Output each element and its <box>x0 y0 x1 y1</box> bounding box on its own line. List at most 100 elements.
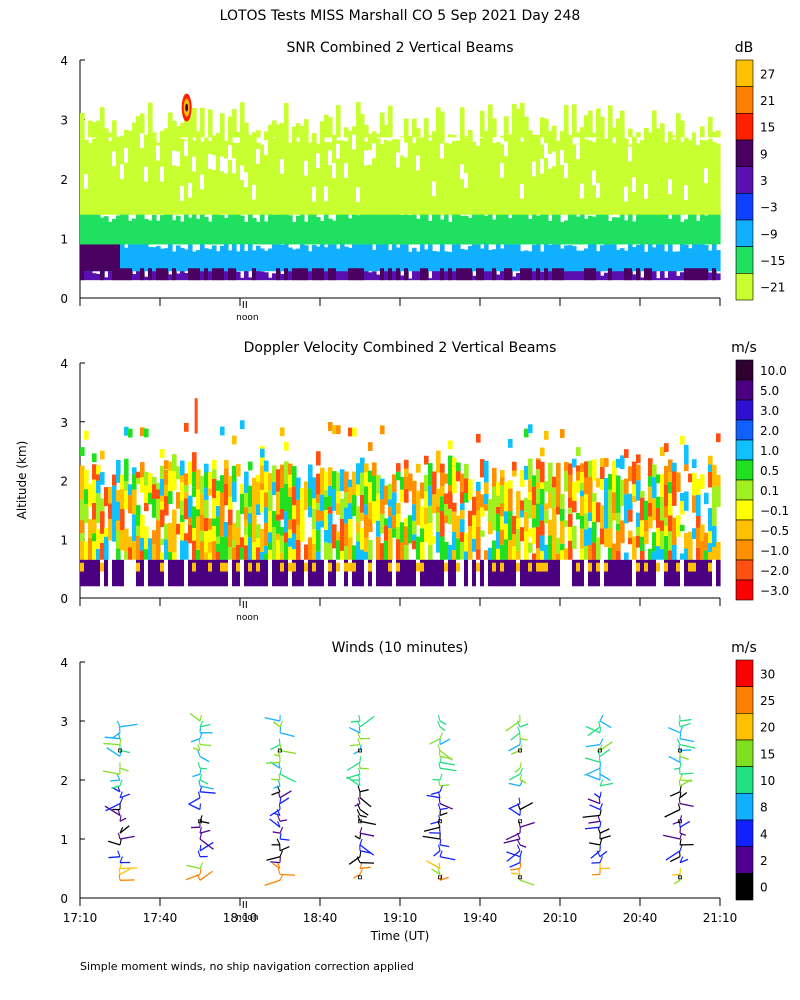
snr-cell <box>520 251 525 272</box>
doppler-cell <box>576 562 581 572</box>
doppler-cell <box>416 490 421 512</box>
snr-cell <box>468 129 473 138</box>
doppler-cell <box>372 501 377 524</box>
snr-cell <box>236 131 241 138</box>
wind-barb <box>277 815 281 822</box>
snr-cell <box>156 268 161 281</box>
snr-cell <box>280 210 285 245</box>
doppler-cell <box>140 550 145 560</box>
doppler-cell <box>520 559 525 587</box>
doppler-cell <box>244 493 249 508</box>
doppler-cell <box>616 523 621 531</box>
snr-cell <box>532 244 537 272</box>
colorbar-label: 15 <box>760 747 775 761</box>
snr-cell <box>220 268 225 281</box>
wind-barb <box>426 860 441 870</box>
wind-barb <box>357 815 361 822</box>
snr-cell <box>692 132 697 215</box>
doppler-cell <box>508 438 513 448</box>
snr-cell <box>652 210 657 245</box>
doppler-cell <box>344 492 349 508</box>
doppler-cell <box>716 559 721 587</box>
snr-cell <box>272 214 277 245</box>
wind-barb <box>679 718 692 722</box>
doppler-cell <box>152 544 157 560</box>
doppler-cell <box>168 559 173 587</box>
doppler-cell <box>356 559 361 587</box>
doppler-cell <box>488 559 493 587</box>
doppler-cell <box>108 559 113 587</box>
doppler-cell <box>212 525 217 542</box>
snr-cell <box>472 242 477 272</box>
doppler-cell <box>392 515 397 529</box>
doppler-cell <box>376 536 381 560</box>
wind-barb <box>116 720 121 728</box>
wind-barb <box>518 821 521 828</box>
snr-cell <box>100 268 105 281</box>
colorbar-swatch <box>735 86 754 114</box>
snr-cell <box>88 209 93 245</box>
wind-barb <box>110 779 121 782</box>
doppler-cell <box>284 461 289 469</box>
snr-cell <box>128 268 133 281</box>
snr-cell <box>260 144 265 215</box>
snr-cell <box>296 248 301 272</box>
snr-cell <box>80 212 85 245</box>
colorbar-swatch <box>735 439 754 461</box>
doppler-cell <box>132 489 137 502</box>
doppler-cell <box>288 562 293 572</box>
doppler-cell <box>212 459 217 470</box>
snr-cell <box>436 213 441 245</box>
doppler-cell <box>624 512 629 524</box>
snr-cell <box>504 207 509 245</box>
snr-cell <box>632 247 637 272</box>
doppler-cell <box>468 526 473 539</box>
snr-cell <box>716 250 721 272</box>
snr-cell <box>340 265 345 281</box>
wind-barb <box>359 744 362 751</box>
doppler-cell <box>604 477 609 492</box>
doppler-cell <box>452 511 457 532</box>
doppler-cell <box>556 493 561 507</box>
doppler-cell <box>584 477 589 495</box>
wind-barb <box>599 738 604 745</box>
snr-cell <box>192 251 197 272</box>
doppler-cell <box>604 559 609 587</box>
snr-cell <box>264 250 269 272</box>
doppler-cell <box>552 508 557 522</box>
snr-cell <box>204 217 209 245</box>
doppler-cell <box>336 491 341 504</box>
snr-cell <box>84 268 89 281</box>
wind-barb <box>279 732 295 738</box>
colorbar-label: −9 <box>760 227 778 241</box>
doppler-cell <box>524 531 529 554</box>
snr-cell <box>600 116 605 138</box>
doppler-cell <box>476 562 481 572</box>
doppler-cell <box>348 518 353 538</box>
doppler-cell <box>652 551 657 560</box>
doppler-cell <box>436 559 441 587</box>
doppler-cell <box>448 440 453 450</box>
doppler-cell <box>708 455 713 465</box>
snr-cell <box>688 209 693 245</box>
wind-barb <box>199 832 203 840</box>
doppler-cell <box>532 559 537 587</box>
snr-cell <box>568 245 573 272</box>
snr-cell <box>124 210 129 245</box>
doppler-cell <box>244 507 249 520</box>
doppler-cell <box>540 535 545 551</box>
doppler-cell <box>236 463 241 477</box>
wind-barb <box>346 761 361 772</box>
doppler-cell <box>292 549 297 560</box>
snr-cell <box>500 144 505 215</box>
snr-cell <box>184 140 189 215</box>
wind-barb <box>278 762 281 769</box>
doppler-cell <box>92 464 97 480</box>
snr-cell <box>476 208 481 245</box>
doppler-cell <box>668 550 673 560</box>
snr-cell <box>544 268 549 281</box>
doppler-cell <box>500 470 505 478</box>
doppler-cell <box>204 499 209 518</box>
wind-barb <box>111 785 121 789</box>
wind-barb <box>119 767 129 772</box>
